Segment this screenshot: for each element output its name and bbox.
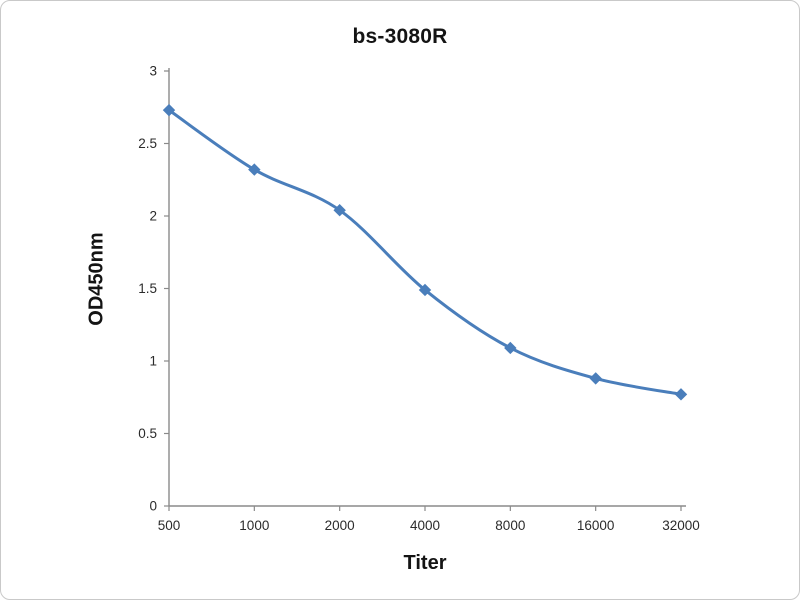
x-tick-label: 32000 [662,518,700,533]
y-tick-label: 0 [149,499,157,514]
y-tick-label: 0.5 [138,426,157,441]
data-point-marker [333,203,346,217]
data-point-marker [248,163,261,176]
chart-title: bs-3080R [352,25,448,48]
data-point-marker [674,388,688,401]
data-point-marker [162,103,176,117]
y-tick-label: 1.5 [138,281,157,296]
y-tick-label: 1 [149,354,157,369]
y-tick-label: 2 [149,209,157,224]
x-tick-label: 2000 [325,518,355,533]
data-point-marker [589,372,602,385]
series-line [167,108,683,396]
y-tick-label: 3 [149,64,157,79]
y-tick-label: 2.5 [138,136,157,151]
x-tick-label: 16000 [577,518,615,533]
x-axis-label: Titer [403,552,447,574]
x-tick-label: 8000 [495,518,525,533]
data-point-marker [504,341,517,355]
data-point-marker [418,283,432,297]
x-tick-label: 4000 [410,518,440,533]
x-tick-label: 500 [158,518,181,533]
x-tick-label: 1000 [239,518,269,533]
